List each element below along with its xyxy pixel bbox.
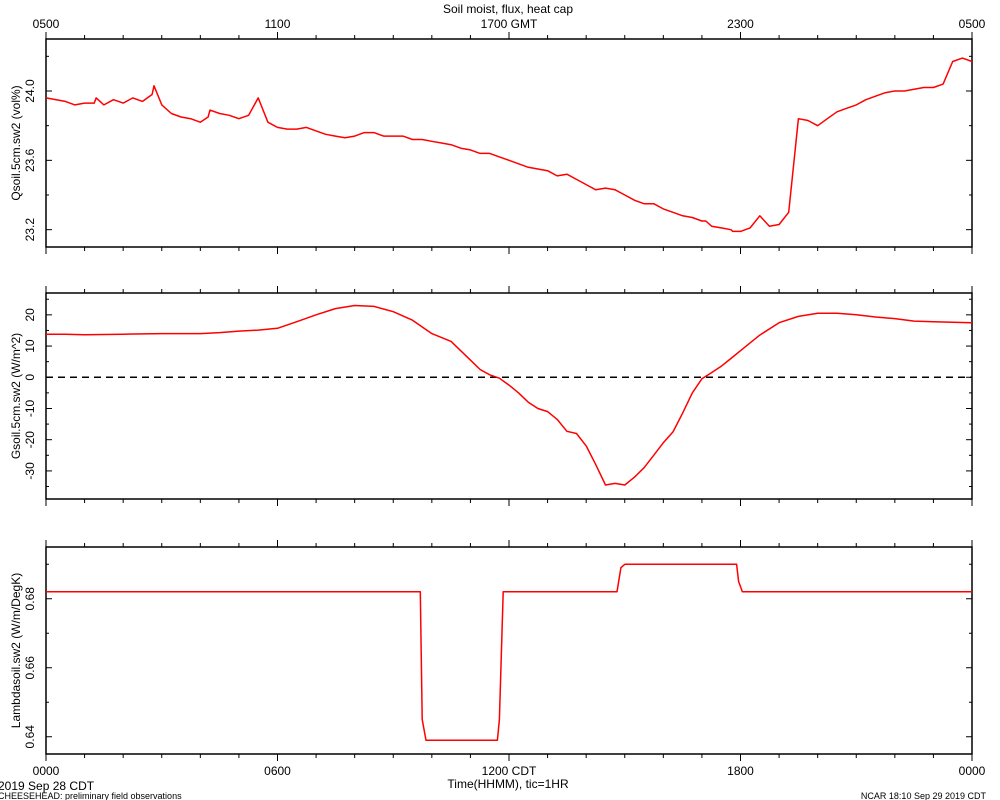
chart-title: Soil moist, flux, heat cap bbox=[443, 2, 573, 16]
credit-label: NCAR 18:10 Sep 29 2019 CDT bbox=[861, 791, 987, 800]
y-axis-label: Qsoil.5cm.sw2 (vol%) bbox=[9, 85, 23, 200]
date-label: 2019 Sep 28 CDT bbox=[0, 779, 95, 793]
plot-frame bbox=[45, 546, 973, 755]
y-tick-label: -10 bbox=[23, 399, 37, 417]
y-tick-label: -20 bbox=[23, 431, 37, 449]
cdt-tick-label: 0000 bbox=[959, 764, 986, 778]
cdt-tick-label: 0000 bbox=[33, 764, 60, 778]
gmt-tick-label: 0500 bbox=[33, 17, 60, 31]
gmt-tick-label: 2300 bbox=[727, 17, 754, 31]
y-tick-label: -30 bbox=[23, 462, 37, 480]
y-tick-label: 0.68 bbox=[23, 587, 37, 611]
gmt-tick-label: 0500 bbox=[959, 17, 986, 31]
y-tick-label: 20 bbox=[23, 308, 37, 322]
y-tick-label: 0.66 bbox=[23, 656, 37, 680]
gmt-axis-labels: 0500 1100 1700 GMT 2300 0500 bbox=[33, 17, 986, 31]
y-tick-label: 0.64 bbox=[23, 725, 37, 749]
project-label: CHEESEHEAD: preliminary field observatio… bbox=[0, 791, 182, 800]
x-axis-label: Time(HHMM), tic=1HR bbox=[447, 777, 569, 791]
plot-frame bbox=[45, 292, 973, 500]
cdt-tick-label: 1200 CDT bbox=[482, 764, 537, 778]
y-axis-label: Lambdasoil.sw2 (W/m/DegK) bbox=[9, 573, 23, 728]
y-tick-label: 23.2 bbox=[23, 218, 37, 242]
y-tick-label: 10 bbox=[23, 339, 37, 353]
y-tick-label: 24.0 bbox=[23, 79, 37, 103]
gmt-tick-label: 1100 bbox=[265, 17, 291, 31]
series-line-1 bbox=[45, 57, 973, 233]
y-tick-label: 23.6 bbox=[23, 148, 37, 172]
cdt-tick-label: 0600 bbox=[264, 764, 291, 778]
plot-frame bbox=[45, 38, 973, 248]
series-line-1 bbox=[46, 563, 972, 741]
y-axis-label: Gsoil.5cm.sw2 (W/m^2) bbox=[9, 333, 23, 459]
y-tick-label: 0 bbox=[23, 374, 37, 381]
cdt-tick-label: 1800 bbox=[727, 764, 754, 778]
cdt-axis-labels: 0000 0600 1200 CDT 1800 0000 bbox=[33, 764, 986, 778]
series-line-1 bbox=[46, 304, 973, 486]
gmt-tick-label: 1700 GMT bbox=[481, 17, 538, 31]
